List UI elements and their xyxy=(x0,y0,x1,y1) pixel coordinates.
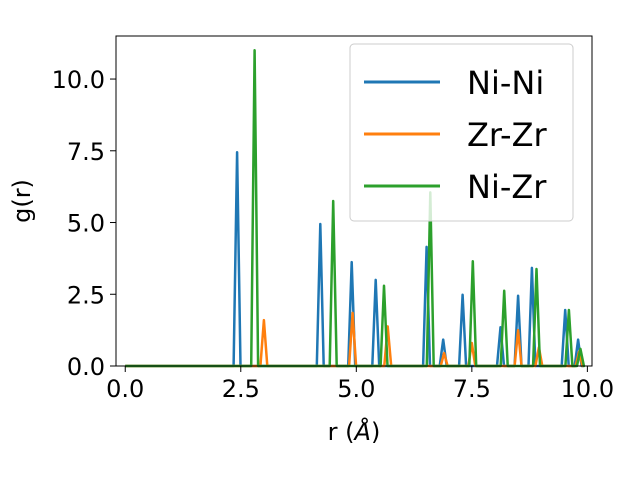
y-tick-label: 5.0 xyxy=(67,210,105,238)
x-axis-label: r (Å) xyxy=(328,417,381,446)
x-axis: 0.0 2.5 5.0 7.5 10.0 xyxy=(106,366,614,403)
x-tick-label: 5.0 xyxy=(337,375,375,403)
y-tick-label: 2.5 xyxy=(67,281,105,309)
y-axis-label: g(r) xyxy=(8,179,36,223)
legend-label-ni-ni: Ni-Ni xyxy=(467,64,544,102)
legend-box xyxy=(349,43,574,222)
plot-area xyxy=(115,35,593,368)
plot-frame xyxy=(115,35,593,367)
x-tick-label: 2.5 xyxy=(222,375,260,403)
y-axis: 0.0 2.5 5.0 7.5 10.0 xyxy=(52,66,116,381)
y-tick-label: 10.0 xyxy=(52,66,105,94)
y-tick-label: 0.0 xyxy=(67,353,105,381)
legend: Ni-Ni Zr-Zr Ni-Zr xyxy=(349,43,574,222)
series-line-ni-zr xyxy=(125,49,586,368)
x-tick-label: 10.0 xyxy=(561,375,614,403)
x-tick-label: 0.0 xyxy=(106,375,144,403)
x-tick-label: 7.5 xyxy=(453,375,491,403)
legend-label-ni-zr: Ni-Zr xyxy=(467,168,547,206)
legend-label-zr-zr: Zr-Zr xyxy=(467,116,548,154)
y-tick-label: 7.5 xyxy=(67,138,105,166)
